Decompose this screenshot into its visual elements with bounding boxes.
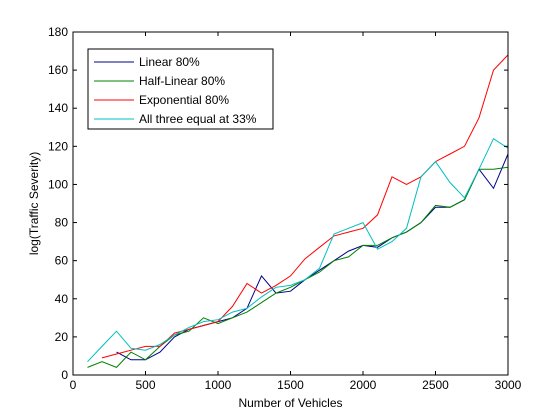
y-tick-label: 160 xyxy=(48,63,68,77)
x-axis-label: Number of Vehicles xyxy=(238,396,342,410)
y-tick-label: 80 xyxy=(55,216,69,230)
x-tick-label: 2000 xyxy=(350,378,377,392)
series-line-exponential-80 xyxy=(101,54,509,359)
y-tick-label: 20 xyxy=(55,330,69,344)
x-tick-label: 1000 xyxy=(205,378,232,392)
y-tick-label: 140 xyxy=(48,101,68,115)
y-tick-label: 120 xyxy=(48,139,68,153)
y-tick-label: 0 xyxy=(61,368,68,382)
legend-label: Half-Linear 80% xyxy=(139,74,225,88)
legend-label: All three equal at 33% xyxy=(139,112,257,126)
x-tick-label: 0 xyxy=(70,378,77,392)
x-tick-label: 2500 xyxy=(422,378,449,392)
series-line-all-three-equal-at-33 xyxy=(87,137,509,363)
x-tick-label: 500 xyxy=(135,378,155,392)
y-tick-label: 40 xyxy=(55,292,69,306)
x-tick-label: 1500 xyxy=(277,378,304,392)
series-line-half-linear-80 xyxy=(87,166,509,368)
tick-layer: 0 500 1000 1500 2000 2500 3000 0 20 40 60 80 100 120 1… xyxy=(48,25,522,392)
x-tick-label: 3000 xyxy=(495,378,522,392)
legend: Linear 80% Half-Linear 80% Exponential 80%… xyxy=(87,48,274,130)
y-tick-label: 60 xyxy=(55,254,69,268)
y-tick-label: 100 xyxy=(48,177,68,191)
legend-label: Exponential 80% xyxy=(139,93,229,107)
y-tick-label: 180 xyxy=(48,25,68,39)
series-layer xyxy=(87,54,509,368)
legend-label: Linear 80% xyxy=(139,55,200,69)
y-axis-label: log(Traffic Severity) xyxy=(27,152,41,255)
